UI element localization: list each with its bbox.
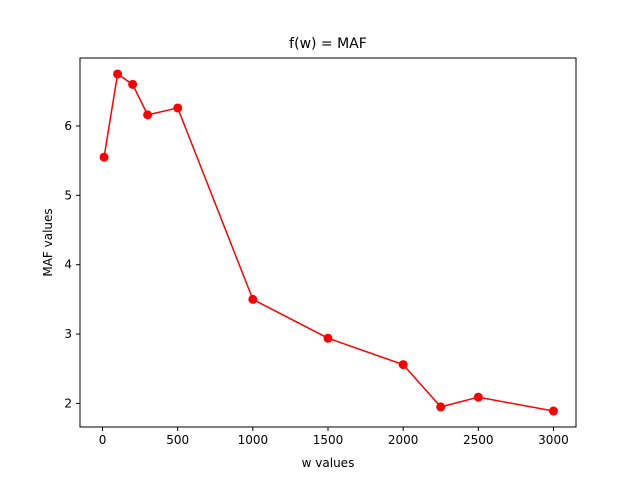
x-tick-label: 0 [99, 433, 107, 447]
y-tick-label: 5 [64, 188, 72, 202]
chart-marks [99, 69, 558, 416]
data-point [323, 333, 333, 343]
x-tick-label: 2500 [463, 433, 494, 447]
y-tick-label: 6 [64, 119, 72, 133]
data-point [143, 110, 153, 120]
data-point [248, 294, 258, 304]
data-point [398, 360, 408, 370]
data-point [436, 402, 446, 412]
data-point [173, 103, 183, 113]
x-axis-ticks: 0 500 1000 1500 2000 2500 3000 [99, 427, 569, 447]
y-axis-label: MAF values [41, 208, 55, 276]
x-tick-label: 1000 [238, 433, 269, 447]
y-tick-label: 2 [64, 396, 72, 410]
x-tick-label: 3000 [538, 433, 569, 447]
data-point [473, 392, 483, 402]
chart-title: f(w) = MAF [289, 36, 367, 52]
y-tick-label: 4 [64, 258, 72, 272]
x-axis-label: w values [302, 456, 355, 470]
data-point [113, 69, 123, 79]
y-tick-label: 3 [64, 327, 72, 341]
data-point [548, 406, 558, 416]
data-point [128, 79, 138, 89]
y-axis-ticks: 2 3 4 5 6 [64, 119, 80, 410]
x-tick-label: 1500 [313, 433, 344, 447]
x-tick-label: 2000 [388, 433, 419, 447]
series-line [103, 73, 554, 412]
x-tick-label: 500 [166, 433, 189, 447]
data-point [99, 152, 109, 162]
